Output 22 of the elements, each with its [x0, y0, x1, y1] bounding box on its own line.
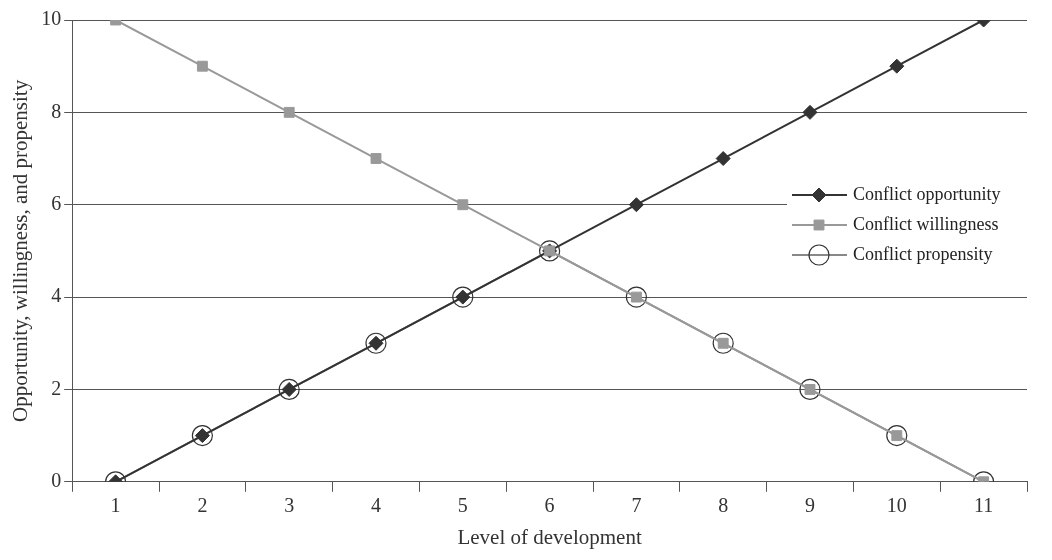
x-tick-label: 9: [805, 494, 815, 517]
x-tick-label: 4: [371, 494, 381, 517]
y-tick-label: 0: [51, 469, 62, 492]
y-tick-label: 8: [51, 99, 62, 122]
x-tick-label: 3: [284, 494, 295, 517]
y-tick-label: 2: [51, 376, 62, 399]
x-tick-label: 5: [457, 494, 468, 517]
x-tick-label: 7: [631, 494, 642, 517]
legend-label: Conflict propensity: [853, 243, 993, 264]
x-tick-label: 6: [544, 494, 555, 517]
x-tick-label: 2: [197, 494, 208, 517]
legend-label: Conflict willingness: [853, 213, 999, 234]
x-tick-label: 10: [886, 494, 907, 517]
legend-label: Conflict opportunity: [853, 183, 1001, 204]
x-tick-label: 11: [973, 494, 994, 517]
x-tick-label: 8: [718, 494, 729, 517]
x-axis-title: Level of development: [457, 524, 642, 549]
y-tick-label: 4: [51, 284, 62, 307]
y-tick-label: 10: [41, 7, 62, 30]
y-axis-title: Opportunity, willingness, and propensity: [8, 79, 33, 422]
x-tick-label: 1: [110, 494, 121, 517]
y-tick-label: 6: [51, 191, 62, 214]
